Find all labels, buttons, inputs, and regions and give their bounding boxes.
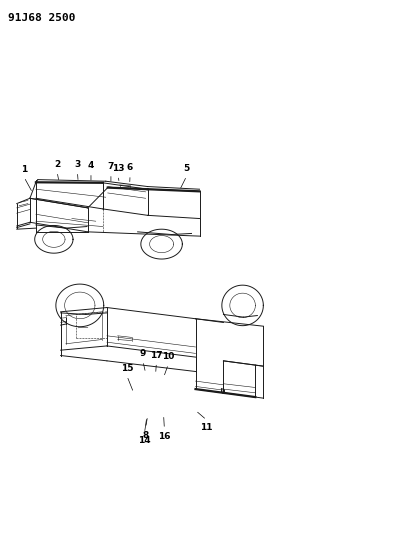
Text: 14: 14 [138, 436, 151, 445]
Text: 8: 8 [142, 431, 149, 440]
Text: 91J68 2500: 91J68 2500 [8, 13, 75, 23]
Text: 7: 7 [108, 162, 114, 171]
Text: 2: 2 [54, 160, 60, 169]
Text: 3: 3 [74, 160, 81, 169]
Text: 5: 5 [184, 164, 190, 173]
Text: 10: 10 [162, 352, 175, 361]
Text: 9: 9 [140, 349, 146, 358]
Text: 4: 4 [88, 161, 94, 170]
Text: 6: 6 [127, 163, 133, 172]
Text: 1: 1 [21, 165, 27, 174]
Text: 17: 17 [150, 351, 163, 360]
Text: 13: 13 [112, 164, 124, 173]
Text: 11: 11 [200, 423, 213, 432]
Text: 15: 15 [120, 364, 133, 373]
Text: 16: 16 [158, 432, 171, 441]
